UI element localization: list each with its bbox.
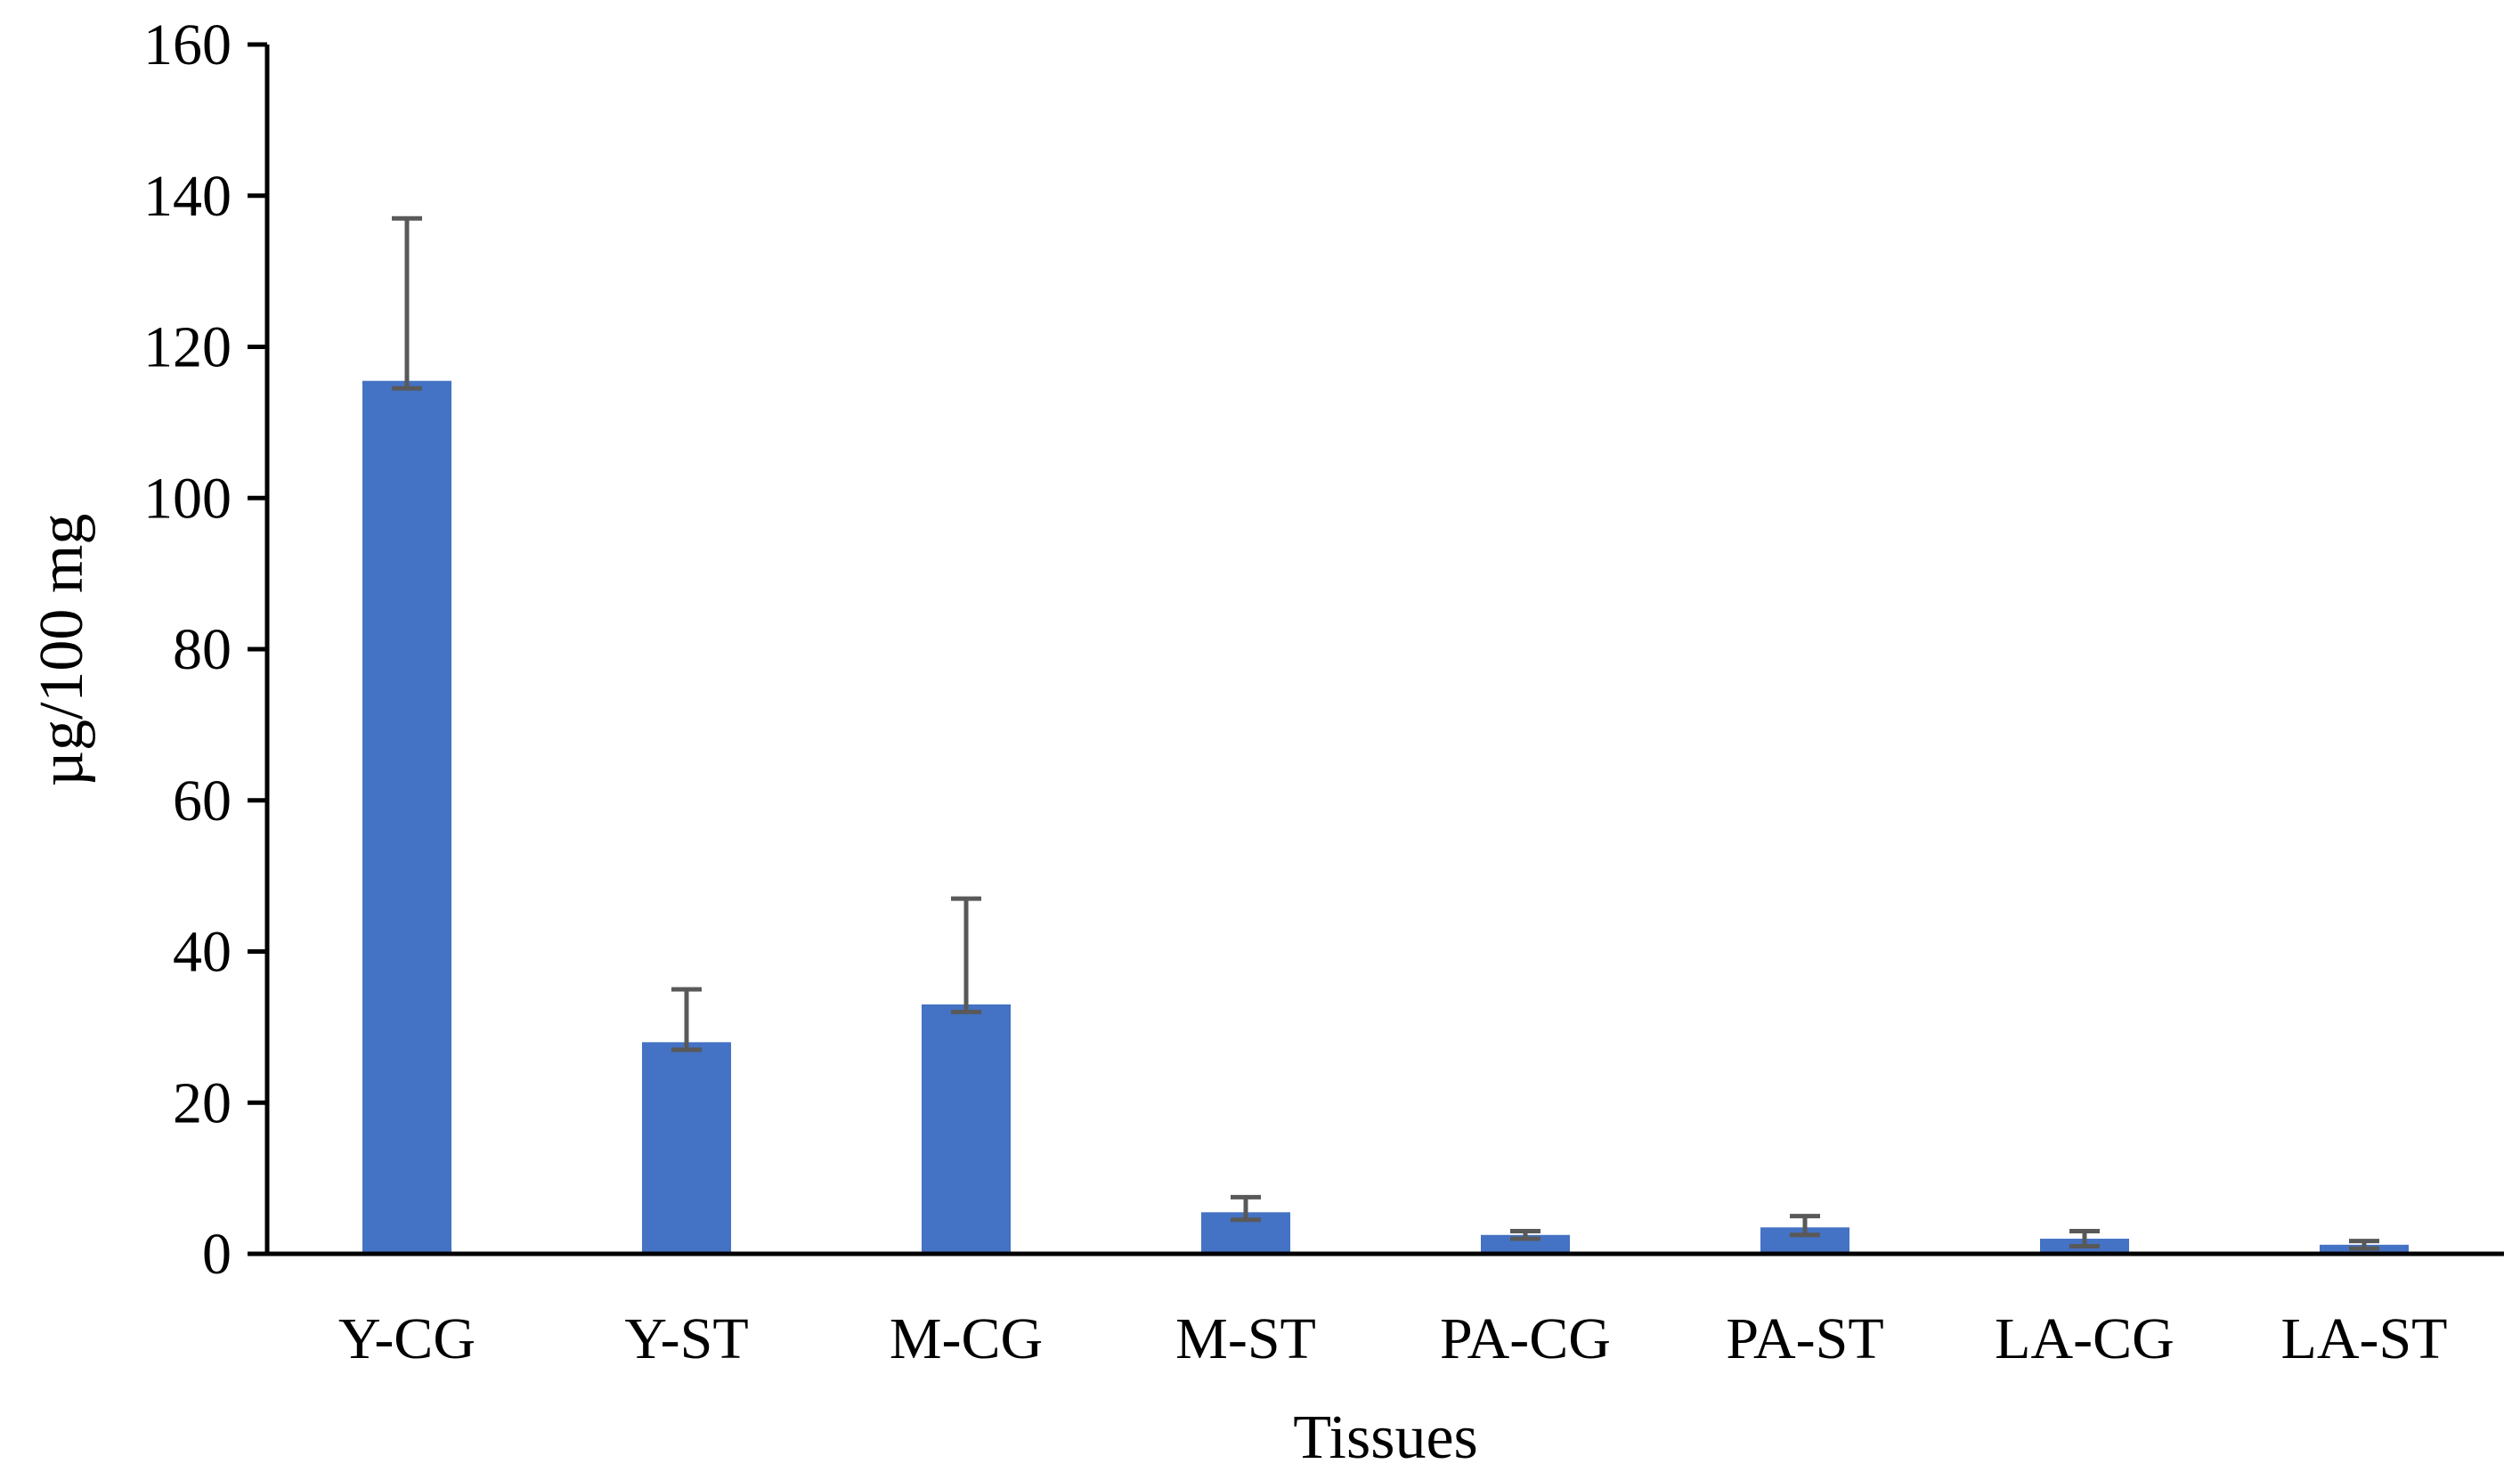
x-tick-label: LA-CG [1995,1306,2175,1371]
y-tick-label: 120 [143,315,232,380]
x-tick-label: PA-ST [1726,1306,1883,1371]
error-bar-m-cg [951,896,981,1014]
bar-y-st [642,1042,731,1254]
x-tick-label: LA-ST [2281,1306,2448,1371]
error-bars-layer [392,216,2379,1251]
x-tick-label: PA-CG [1440,1306,1611,1371]
tick-labels-layer: Y-CG Y-ST M-CG M-ST PA-CG PA-ST LA-CG LA-ST 0 20 4… [143,12,2447,1371]
y-tick-label: 0 [202,1222,232,1287]
y-tick-label: 40 [173,920,232,985]
y-tick-label: 100 [143,466,232,531]
error-bar-la-st [2349,1239,2379,1251]
x-tick-label: M-ST [1175,1306,1316,1371]
y-axis-title: µg/100 mg [28,514,96,787]
bar-m-cg [922,1004,1011,1254]
y-tick-label: 60 [173,769,232,834]
error-bar-pa-st [1790,1214,1820,1238]
y-tick-label: 140 [143,164,232,229]
y-tick-label: 80 [173,617,232,682]
error-bar-la-cg [2069,1229,2100,1249]
bars-layer [362,380,2409,1255]
x-tick-label: M-CG [890,1306,1043,1371]
y-tick-label: 20 [173,1070,232,1135]
bar-y-cg [362,380,451,1255]
axes-layer [248,42,2504,1256]
error-bar-y-st [671,987,702,1053]
x-axis-title: Tissues [1293,1403,1478,1472]
error-bar-pa-cg [1510,1229,1540,1241]
error-bar-y-cg [392,216,422,391]
y-tick-label: 160 [143,12,232,77]
x-tick-label: Y-ST [624,1306,748,1371]
x-tick-label: Y-CG [338,1306,476,1371]
bar-pa-cg [1481,1234,1570,1254]
error-bar-m-st [1231,1194,1261,1223]
